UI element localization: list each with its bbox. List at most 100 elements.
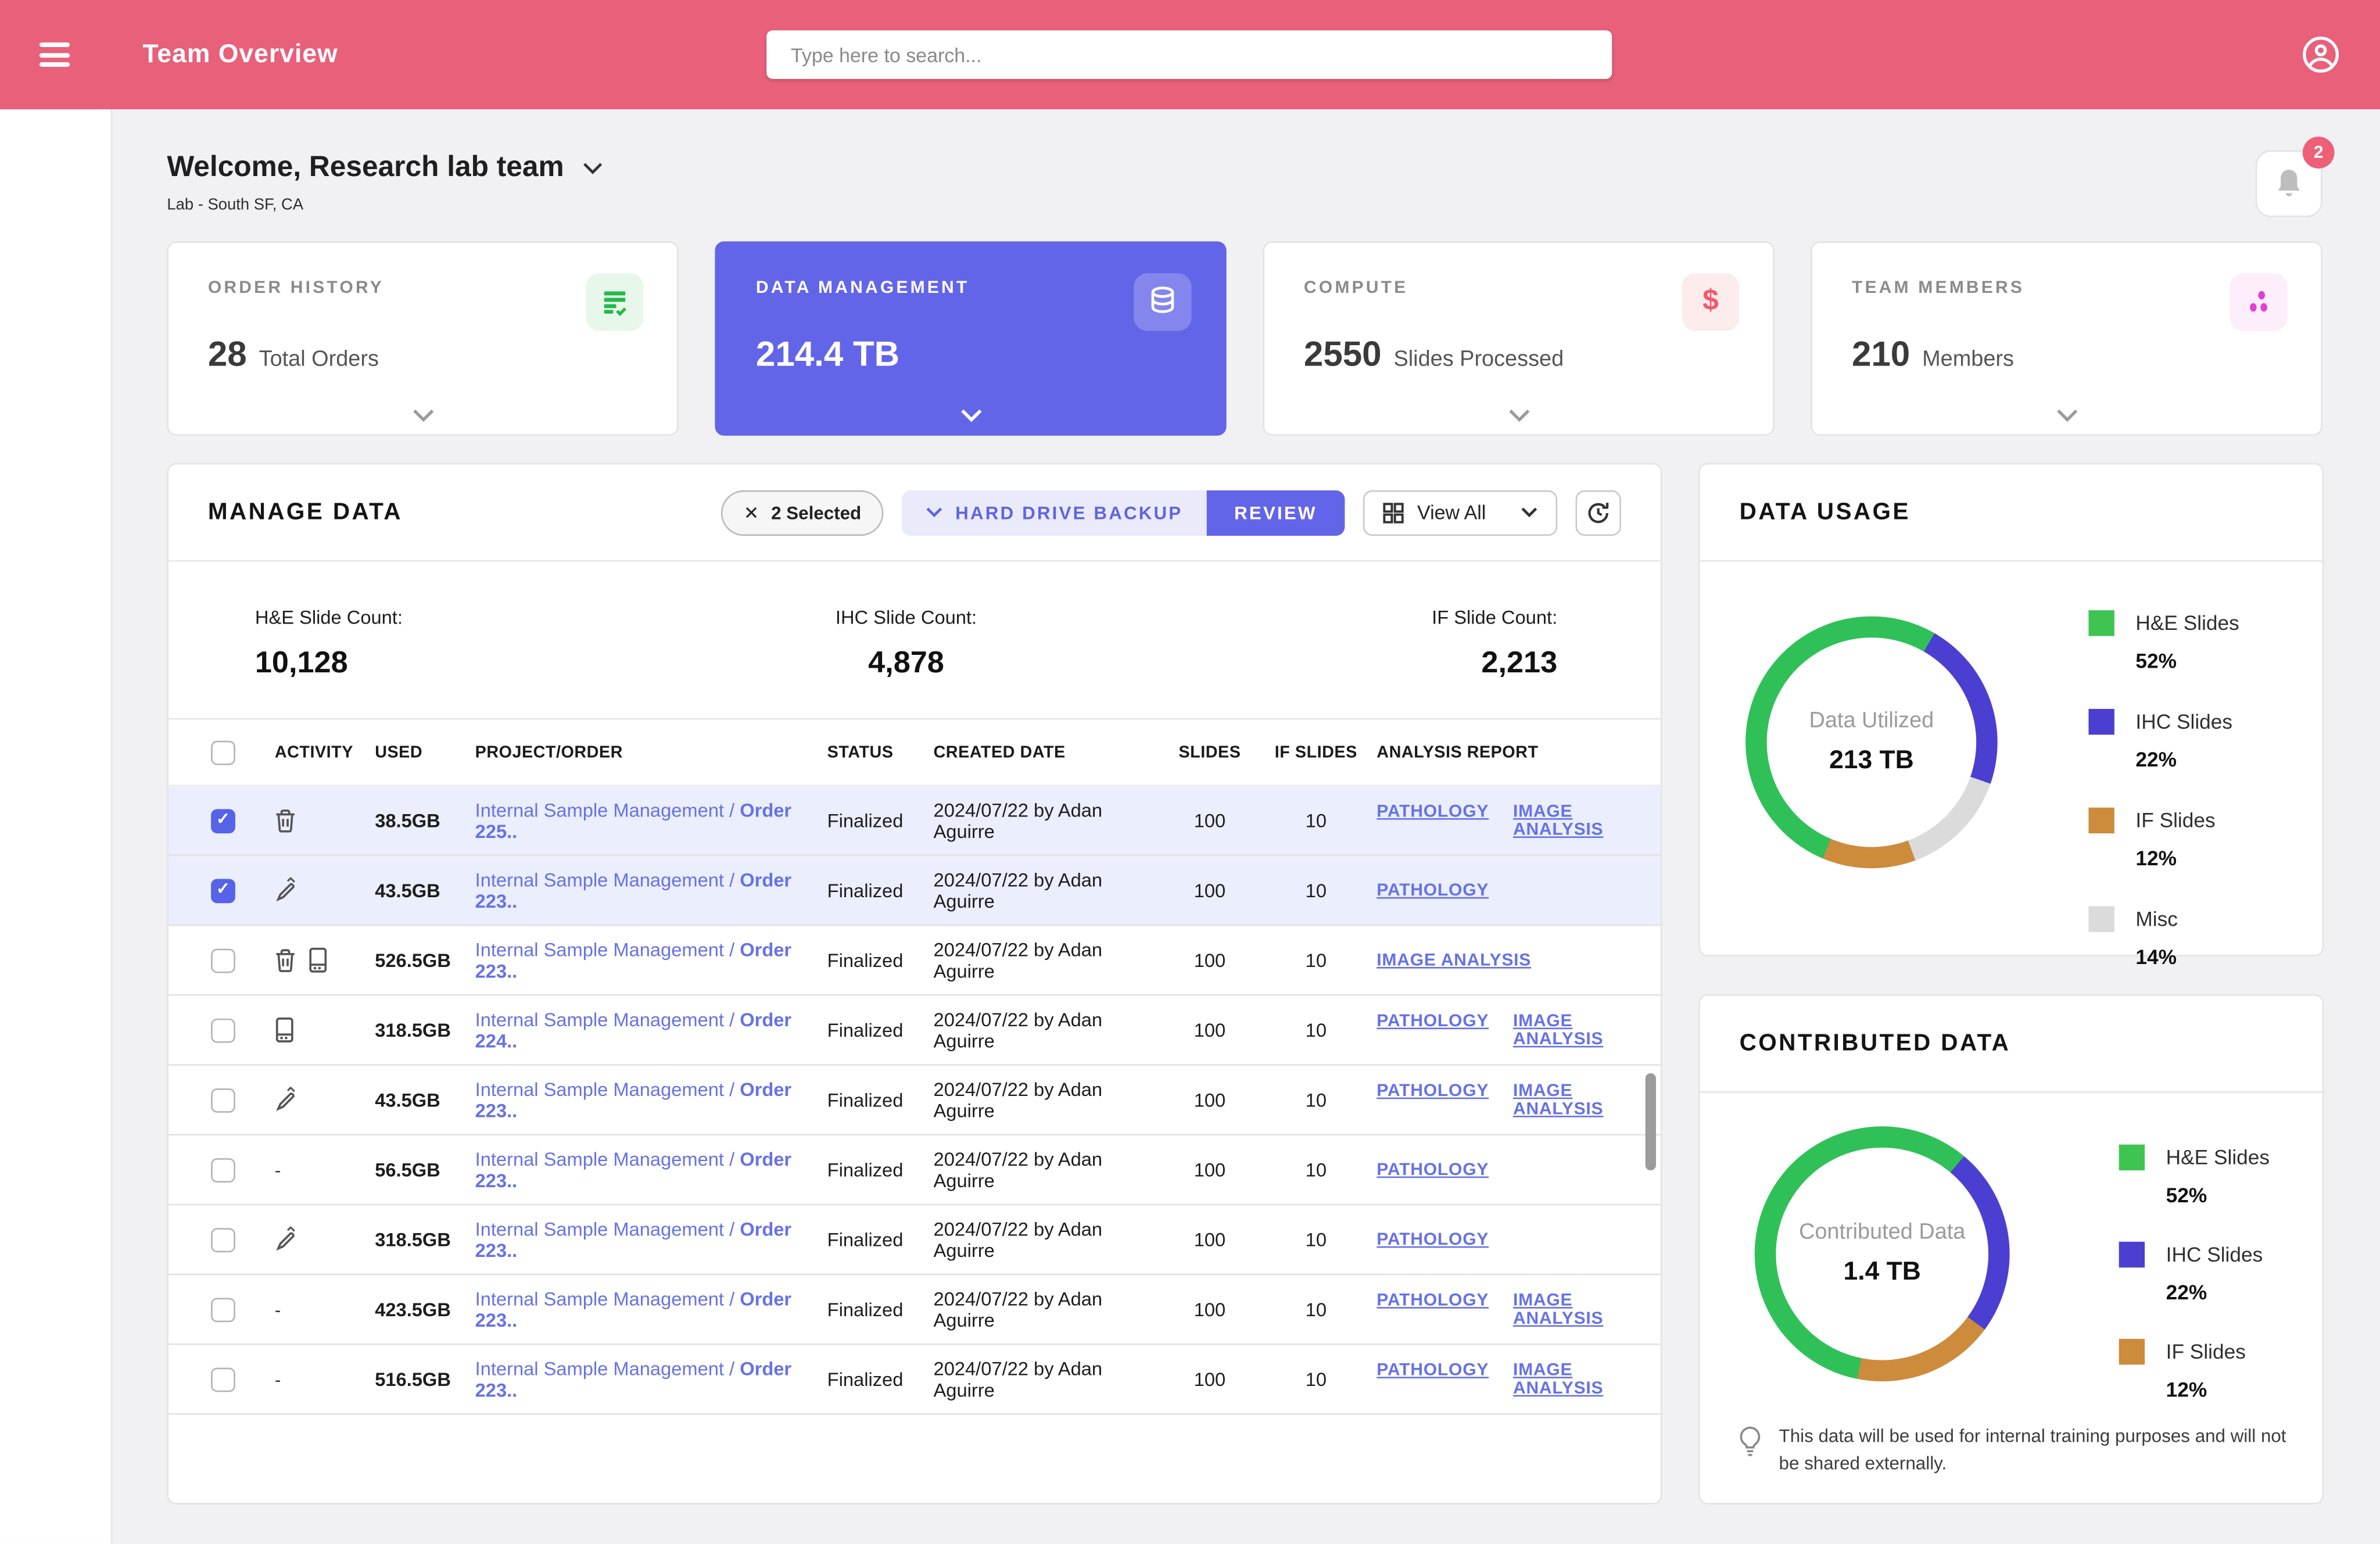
project-order-link[interactable]: Internal Sample Management / Order 224..	[475, 1008, 792, 1051]
analysis-report-link[interactable]: PATHOLOGY	[1377, 1081, 1489, 1100]
used-size: 526.5GB	[375, 949, 451, 971]
search-input[interactable]	[766, 30, 1612, 79]
view-all-select[interactable]: View All	[1363, 489, 1558, 535]
legend-item: IHC Slides 22%	[2119, 1241, 2270, 1304]
analysis-report-link[interactable]: IMAGE ANALYSIS	[1512, 1360, 1604, 1398]
analysis-report-link[interactable]: IMAGE ANALYSIS	[1512, 1291, 1604, 1328]
activity-empty: -	[274, 1159, 281, 1181]
table-row[interactable]: 38.5GB Internal Sample Management / Order…	[168, 786, 1661, 857]
row-checkbox[interactable]	[211, 808, 235, 833]
if-slides-count: 10	[1305, 879, 1327, 901]
table-row[interactable]: 43.5GB Internal Sample Management / Order…	[168, 856, 1661, 926]
chevron-down-icon	[927, 507, 943, 518]
analysis-report-link[interactable]: IMAGE ANALYSIS	[1512, 1081, 1604, 1118]
project-order-link[interactable]: Internal Sample Management / Order 223..	[475, 869, 792, 912]
if-slides-count: 10	[1305, 1368, 1327, 1390]
analysis-report-link[interactable]: IMAGE ANALYSIS	[1512, 1012, 1604, 1048]
analysis-report-links: PATHOLOGY IMAGE ANALYSIS	[1377, 1012, 1660, 1048]
welcome-block: Welcome, Research lab team Lab - South S…	[167, 152, 602, 214]
table-row[interactable]: - 423.5GB Internal Sample Management / Ord…	[168, 1275, 1661, 1345]
analysis-report-link[interactable]: IMAGE ANALYSIS	[1377, 951, 1532, 969]
data-usage-panel: DATA USAGE Data Utilized 213 TB H&E Slid…	[1698, 463, 2324, 969]
row-checkbox[interactable]	[211, 948, 235, 973]
select-all-checkbox[interactable]	[211, 740, 235, 765]
analysis-report-link[interactable]: PATHOLOGY	[1377, 881, 1489, 900]
data-usage-legend: H&E Slides 52% IHC Slides 22% IF Slides 12%…	[2088, 610, 2239, 969]
project-order-link[interactable]: Internal Sample Management / Order 223..	[475, 938, 792, 981]
legend-item: IF Slides 12%	[2088, 807, 2239, 870]
project-order-link[interactable]: Internal Sample Management / Order 223..	[475, 1079, 792, 1122]
created-date: 2024/07/22 by Adan Aguirre	[933, 938, 1103, 981]
analysis-report-link[interactable]: PATHOLOGY	[1377, 1291, 1489, 1310]
review-button[interactable]: REVIEW	[1207, 489, 1345, 535]
refresh-button[interactable]	[1575, 489, 1621, 535]
expand-chevron-icon[interactable]	[959, 409, 982, 422]
row-checkbox[interactable]	[211, 1227, 235, 1252]
if-swatch	[2088, 807, 2114, 834]
table-row[interactable]: 318.5GB Internal Sample Management / Orde…	[168, 996, 1661, 1066]
card-label: COMPUTE	[1303, 279, 1408, 298]
expand-chevron-icon[interactable]	[411, 409, 434, 422]
status-value: Finalized	[827, 1019, 904, 1041]
card-order-history[interactable]: ORDER HISTORY 28 Total Orders	[167, 241, 679, 436]
ihc-swatch	[2088, 708, 2114, 735]
hamburger-menu-icon[interactable]	[39, 42, 70, 67]
analysis-report-links: PATHOLOGY	[1377, 1160, 1660, 1178]
if-slides-count: 10	[1305, 1159, 1327, 1181]
row-checkbox[interactable]	[211, 1157, 235, 1182]
team-selector[interactable]: Welcome, Research lab team	[167, 152, 602, 185]
table-row[interactable]: 318.5GB Internal Sample Management / Orde…	[168, 1205, 1661, 1276]
used-size: 56.5GB	[375, 1159, 440, 1181]
lab-location: Lab - South SF, CA	[167, 195, 304, 214]
main-content: Welcome, Research lab team Lab - South S…	[112, 109, 2380, 1544]
project-order-link[interactable]: Internal Sample Management / Order 225..	[475, 799, 792, 842]
analysis-report-link[interactable]: PATHOLOGY	[1377, 1160, 1489, 1179]
status-value: Finalized	[827, 879, 904, 901]
notifications-button[interactable]: 2	[2255, 137, 2335, 217]
card-team-members[interactable]: TEAM MEMBERS 210 Members	[1811, 241, 2322, 436]
activity-icons	[275, 1087, 375, 1112]
note-text: This data will be used for internal trai…	[1779, 1425, 2286, 1475]
table-scrollbar-thumb[interactable]	[1645, 1073, 1656, 1171]
row-checkbox[interactable]	[211, 1367, 235, 1392]
lightbulb-icon	[1740, 1426, 1761, 1456]
table-row[interactable]: 526.5GB Internal Sample Management / Orde…	[168, 926, 1661, 996]
analysis-report-link[interactable]: PATHOLOGY	[1377, 1360, 1489, 1380]
analysis-report-link[interactable]: PATHOLOGY	[1377, 1012, 1489, 1030]
clear-selection-icon[interactable]: ✕	[743, 501, 759, 523]
expand-chevron-icon[interactable]	[1507, 409, 1530, 422]
project-order-link[interactable]: Internal Sample Management / Order 223..	[475, 1357, 792, 1400]
analysis-report-link[interactable]: IMAGE ANALYSIS	[1512, 802, 1604, 839]
table-row[interactable]: - 516.5GB Internal Sample Management / Ord…	[168, 1345, 1661, 1415]
expand-chevron-icon[interactable]	[2055, 409, 2078, 422]
card-data-management[interactable]: DATA MANAGEMENT 214.4 TB	[715, 241, 1227, 436]
table-body: 38.5GB Internal Sample Management / Order…	[168, 786, 1661, 1415]
analysis-report-link[interactable]: PATHOLOGY	[1377, 802, 1489, 821]
account-icon[interactable]	[2301, 35, 2340, 74]
hard-drive-backup-button[interactable]: HARD DRIVE BACKUP	[902, 489, 1207, 535]
contributed-donut: Contributed Data 1.4 TB	[1754, 1126, 2010, 1382]
table-row[interactable]: - 56.5GB Internal Sample Management / Orde…	[168, 1135, 1661, 1206]
row-checkbox[interactable]	[211, 1297, 235, 1321]
card-value: 2550	[1303, 334, 1382, 374]
row-checkbox[interactable]	[211, 1018, 235, 1043]
legend-item: H&E Slides 52%	[2088, 610, 2239, 672]
selected-chip[interactable]: ✕ 2 Selected	[721, 489, 884, 535]
notification-badge: 2	[2302, 137, 2335, 169]
fact-check-icon	[275, 1087, 299, 1112]
order-checklist-icon	[586, 273, 644, 331]
database-icon	[1134, 273, 1192, 331]
project-order-link[interactable]: Internal Sample Management / Order 223..	[475, 1148, 792, 1191]
created-date: 2024/07/22 by Adan Aguirre	[933, 1288, 1103, 1331]
card-value: 210	[1851, 334, 1911, 374]
analysis-report-link[interactable]: PATHOLOGY	[1377, 1230, 1489, 1249]
card-compute[interactable]: COMPUTE $ 2550 Slides Processed	[1263, 241, 1775, 436]
table-row[interactable]: 43.5GB Internal Sample Management / Order…	[168, 1066, 1661, 1135]
project-order-link[interactable]: Internal Sample Management / Order 223..	[475, 1218, 792, 1261]
row-checkbox[interactable]	[211, 878, 235, 902]
card-label: DATA MANAGEMENT	[755, 279, 970, 298]
card-label: ORDER HISTORY	[207, 279, 384, 298]
row-checkbox[interactable]	[211, 1087, 235, 1112]
project-order-link[interactable]: Internal Sample Management / Order 223..	[475, 1288, 792, 1331]
ihc-slide-count: IHC Slide Count: 4,878	[835, 607, 977, 680]
